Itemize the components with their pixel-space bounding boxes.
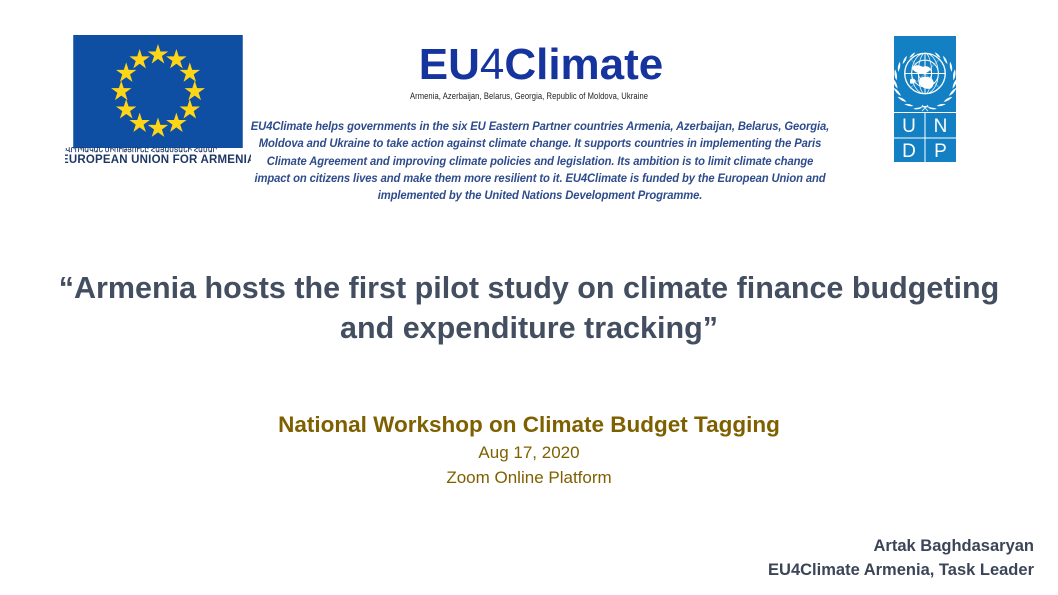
svg-text:N: N <box>934 116 948 137</box>
svg-text:P: P <box>934 141 947 162</box>
svg-text:D: D <box>902 141 916 162</box>
svg-text:U: U <box>902 116 916 137</box>
